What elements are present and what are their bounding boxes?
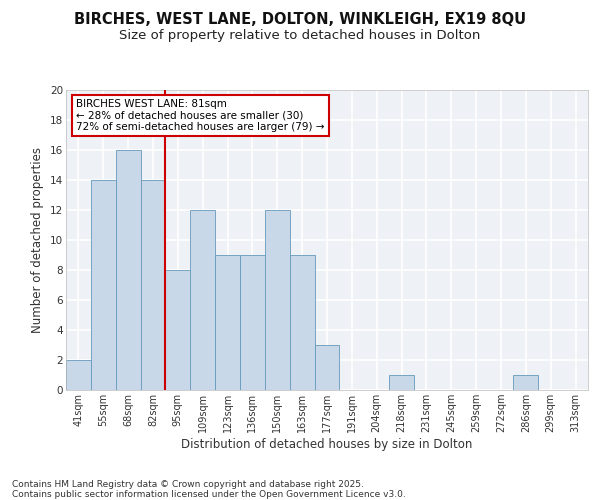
Bar bbox=[290, 255, 314, 390]
Bar bbox=[265, 210, 290, 390]
Bar bbox=[91, 180, 116, 390]
Bar bbox=[66, 360, 91, 390]
Text: Contains HM Land Registry data © Crown copyright and database right 2025.
Contai: Contains HM Land Registry data © Crown c… bbox=[12, 480, 406, 499]
Text: Size of property relative to detached houses in Dolton: Size of property relative to detached ho… bbox=[119, 29, 481, 42]
Bar bbox=[116, 150, 140, 390]
Bar bbox=[215, 255, 240, 390]
Bar bbox=[389, 375, 414, 390]
X-axis label: Distribution of detached houses by size in Dolton: Distribution of detached houses by size … bbox=[181, 438, 473, 451]
Text: BIRCHES WEST LANE: 81sqm
← 28% of detached houses are smaller (30)
72% of semi-d: BIRCHES WEST LANE: 81sqm ← 28% of detach… bbox=[76, 99, 325, 132]
Bar bbox=[190, 210, 215, 390]
Text: BIRCHES, WEST LANE, DOLTON, WINKLEIGH, EX19 8QU: BIRCHES, WEST LANE, DOLTON, WINKLEIGH, E… bbox=[74, 12, 526, 28]
Bar bbox=[166, 270, 190, 390]
Y-axis label: Number of detached properties: Number of detached properties bbox=[31, 147, 44, 333]
Bar bbox=[240, 255, 265, 390]
Bar bbox=[140, 180, 166, 390]
Bar bbox=[514, 375, 538, 390]
Bar bbox=[314, 345, 340, 390]
